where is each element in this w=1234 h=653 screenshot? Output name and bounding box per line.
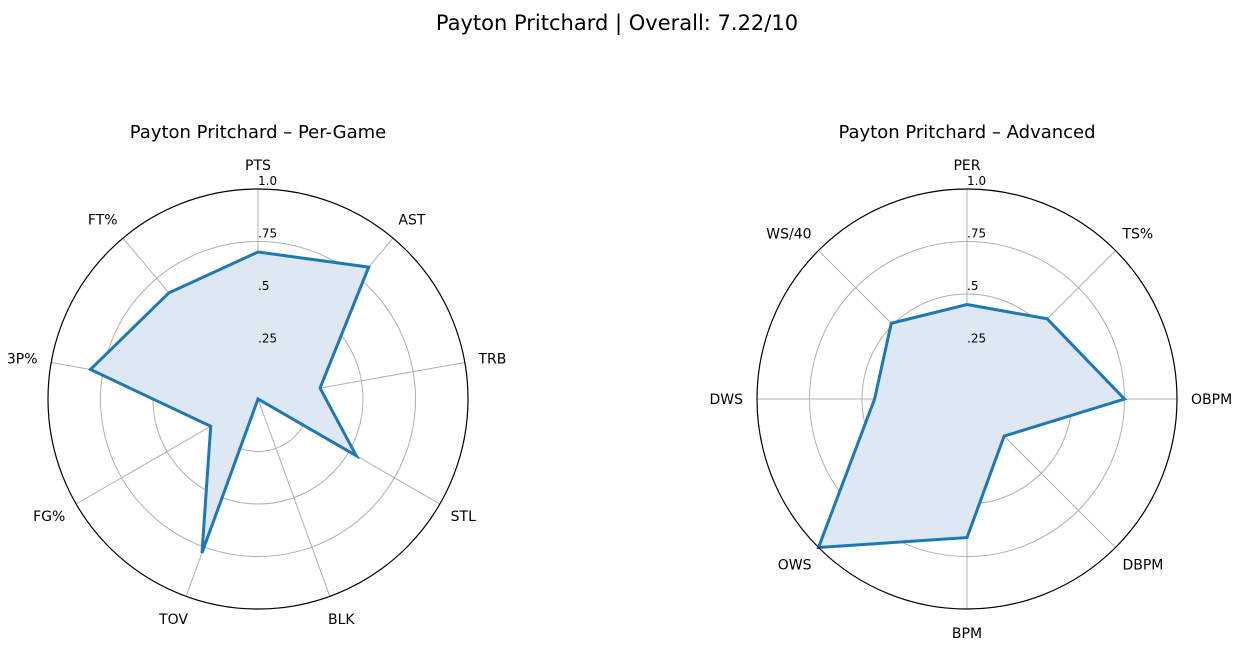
- axis-label-ows: OWS: [778, 557, 812, 573]
- spoke-blk: [257, 398, 331, 597]
- axis-label-bpm: BPM: [952, 626, 982, 642]
- axis-label-blk: BLK: [328, 612, 355, 628]
- axis-label-stl: STL: [451, 509, 476, 525]
- axis-label-tov: TOV: [158, 612, 188, 628]
- advanced-radar-chart: Payton Pritchard – Advanced .25 .5 .75 1.0P…: [709, 122, 1232, 642]
- per-game-radar-chart: Payton Pritchard – Per-Game .25 .5 .75 1.0P…: [7, 122, 506, 628]
- axis-label-trb: TRB: [477, 351, 506, 367]
- per-game-chart-title: Payton Pritchard – Per-Game: [130, 122, 387, 143]
- axis-label-pts: PTS: [245, 158, 271, 174]
- axis-label-fg-pct: FG%: [33, 509, 65, 525]
- axis-label-ts-pct: TS%: [1121, 227, 1153, 243]
- radial-tick-label: .75: [258, 227, 277, 241]
- series-line: [816, 302, 1128, 550]
- axis-label-per: PER: [953, 158, 980, 174]
- series-line: [87, 250, 371, 554]
- radial-tick-label: 1.0: [967, 174, 986, 188]
- radial-tick-label: 1.0: [258, 174, 277, 188]
- series-area: [90, 252, 369, 553]
- series-area: [818, 304, 1125, 548]
- axis-label-obpm: OBPM: [1191, 392, 1232, 408]
- radial-tick-label: .25: [258, 332, 277, 346]
- axis-label-3p-pct: 3P%: [7, 351, 38, 367]
- axis-label-dbpm: DBPM: [1122, 557, 1163, 573]
- outer-frame: [47, 188, 469, 610]
- radial-tick-label: .25: [967, 332, 986, 346]
- radial-tick-label: .75: [967, 227, 986, 241]
- figure-title: Payton Pritchard | Overall: 7.22/10: [436, 11, 798, 36]
- radial-tick-label: .5: [967, 279, 978, 293]
- axis-label-ast: AST: [398, 213, 425, 229]
- radial-tick-label: .5: [258, 279, 269, 293]
- axis-label-dws: DWS: [709, 392, 743, 408]
- outer-frame: [756, 188, 1178, 610]
- axis-label-ws-per-40: WS/40: [766, 227, 811, 243]
- advanced-chart-title: Payton Pritchard – Advanced: [838, 122, 1095, 143]
- axis-label-ft-pct: FT%: [88, 213, 118, 229]
